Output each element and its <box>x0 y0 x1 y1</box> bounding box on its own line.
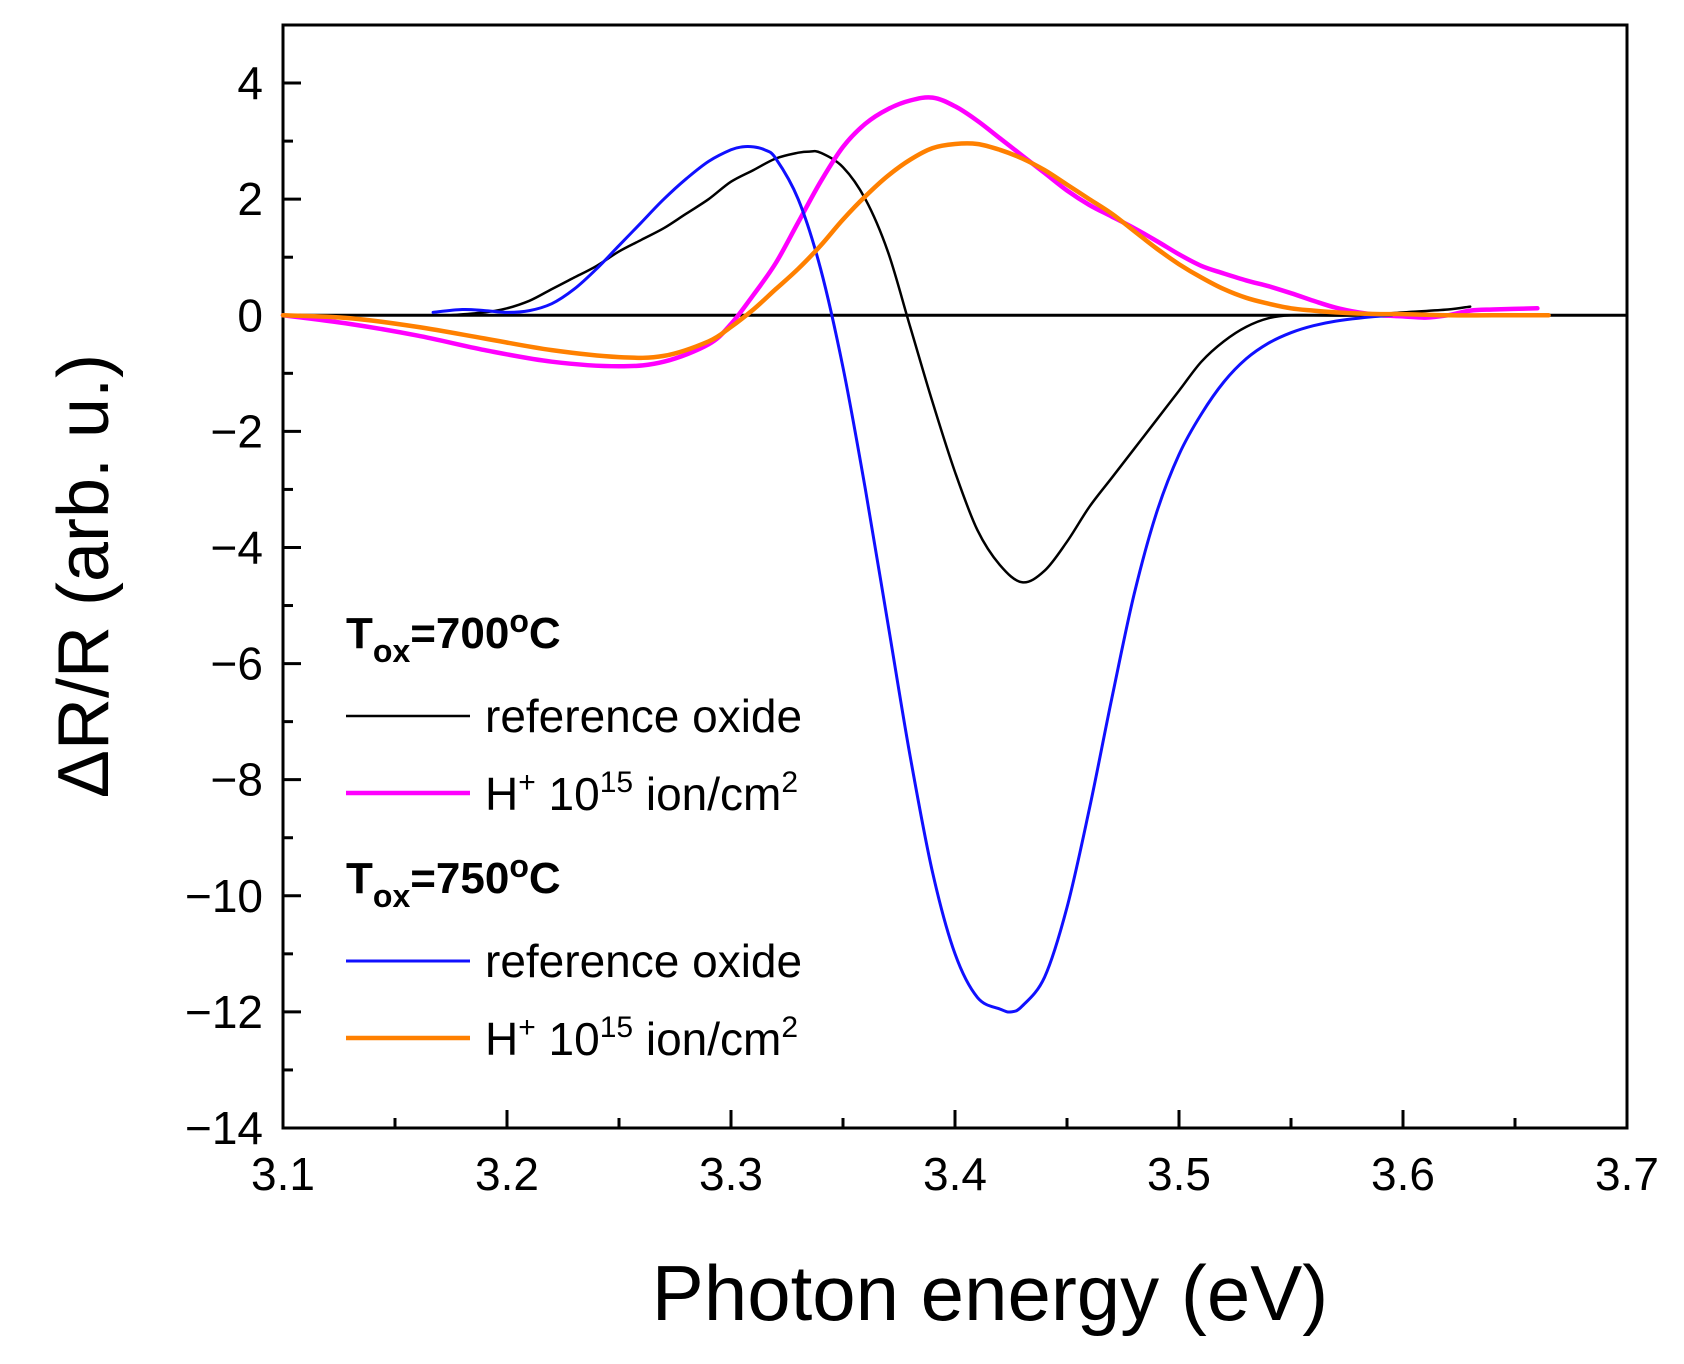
x-tick-label: 3.4 <box>923 1148 987 1200</box>
x-tick-label: 3.6 <box>1371 1148 1435 1200</box>
y-tick-label: −10 <box>185 870 263 922</box>
y-tick-label: −8 <box>211 754 263 806</box>
y-tick-label: 0 <box>237 289 263 341</box>
series-line-4 <box>280 141 1551 361</box>
legend-label: H+ 1015 ion/cm2 <box>485 1011 798 1065</box>
legend-group-title: Tox=700oC <box>346 603 561 669</box>
series-layer <box>280 95 1551 1014</box>
x-tick-label: 3.3 <box>699 1148 763 1200</box>
legend-label: reference oxide <box>485 690 802 742</box>
x-tick-label: 3.5 <box>1147 1148 1211 1200</box>
series-line-1 <box>449 149 1472 584</box>
legend-label: reference oxide <box>485 935 802 987</box>
x-tick-label: 3.7 <box>1595 1148 1659 1200</box>
y-tick-label: −4 <box>211 521 263 573</box>
x-axis-title: Photon energy (eV) <box>652 1249 1328 1337</box>
y-tick-label: −2 <box>211 405 263 457</box>
x-tick-label: 3.1 <box>251 1148 315 1200</box>
y-tick-label: −14 <box>185 1102 263 1154</box>
y-tick-label: 4 <box>237 57 263 109</box>
legend-label: H+ 1015 ion/cm2 <box>485 766 798 820</box>
series-line-3 <box>431 145 1394 1014</box>
y-axis-title: ΔR/R (arb. u.) <box>44 354 124 798</box>
axis-ticks: 3.1 3.2 3.3 3.4 3.5 3.6 3.7 4 2 0 −2 −4 −6 −8 −10 −12 −1… <box>185 23 1659 1200</box>
y-tick-label: −6 <box>211 638 263 690</box>
y-tick-label: −12 <box>185 986 263 1038</box>
legend-group-title: Tox=750oC <box>346 848 561 914</box>
x-tick-label: 3.2 <box>475 1148 539 1200</box>
y-tick-label: 2 <box>237 173 263 225</box>
legend: Tox=700oC reference oxide H+ 1015 ion/cm… <box>346 603 802 1065</box>
